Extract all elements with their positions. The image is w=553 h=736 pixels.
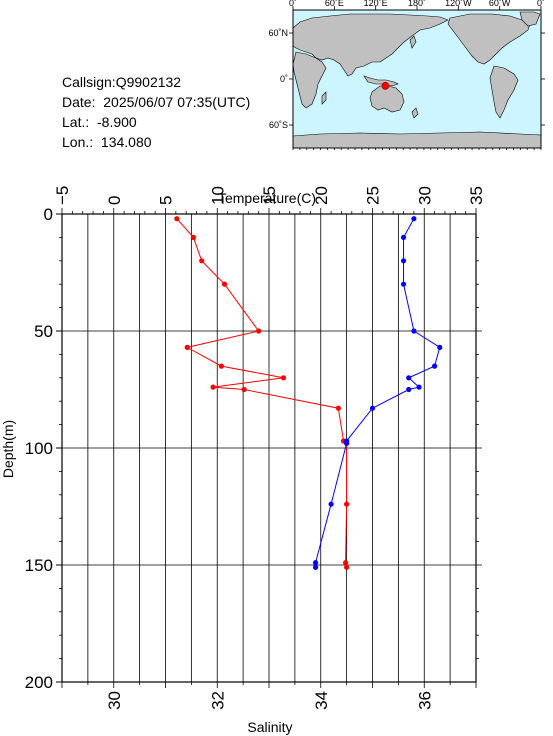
date-text: Date: 2025/06/07 07:35(UTC) (62, 94, 251, 110)
temperature-data-point (344, 564, 350, 570)
salinity-data-point (344, 440, 350, 446)
temperature-tick-label: 5 (157, 196, 176, 205)
temperature-tick-label: 20 (312, 186, 331, 205)
depth-tick-label: 50 (34, 322, 53, 341)
chart-grid (56, 208, 482, 688)
chart-series (174, 216, 443, 570)
salinity-data-point (344, 438, 350, 444)
station-info: Callsign:Q9902132 Date: 2025/06/07 07:35… (62, 72, 250, 152)
salinity-data-point (400, 234, 407, 240)
world-map: 0˚ 60˚E 120˚E 180˚ 120˚W 60˚W 0˚ 60˚N 0˚ 60˚S (268, 0, 545, 150)
depth-tick-label: 150 (25, 556, 53, 575)
temperature-tick-label: 25 (364, 186, 383, 205)
salinity-data-point (312, 560, 319, 566)
temperature-data-point (340, 438, 347, 444)
map-lon-tick-label: 0˚ (289, 0, 297, 8)
map-land (292, 11, 542, 149)
depth-tick-label: 200 (25, 673, 53, 692)
temperature-data-point (184, 344, 190, 350)
salinity-data-point (406, 386, 412, 393)
map-lat-tick-label: 0˚ (280, 74, 288, 84)
temperature-data-point (344, 440, 350, 446)
temperature-data-point (218, 363, 224, 369)
temperature-data-point (221, 281, 228, 287)
temperature-data-point (256, 328, 262, 334)
salinity-axis-label: Salinity (247, 719, 292, 735)
temperature-data-point (280, 375, 287, 381)
salinity-tick-label: 30 (105, 691, 124, 710)
temperature-data-point (174, 216, 180, 222)
salinity-data-point (406, 375, 412, 381)
salinity-tick-label: 36 (415, 691, 434, 710)
map-lon-tick-label: 120˚E (364, 0, 388, 8)
map-lon-tick-label: 60˚W (489, 0, 511, 8)
map-lon-tick-label: 0˚ (537, 0, 545, 8)
salinity-tick-label: 32 (208, 691, 227, 710)
depth-axis-label: Depth(m) (0, 420, 16, 478)
temperature-tick-label: 10 (208, 186, 227, 205)
salinity-data-point (411, 328, 417, 334)
map-lon-tick-label: 180˚ (408, 0, 426, 8)
salinity-data-point (411, 216, 417, 222)
temperature-tick-label: −5 (53, 186, 72, 205)
salinity-data-point (400, 258, 407, 264)
salinity-data-point (312, 564, 319, 570)
salinity-data-point (400, 281, 407, 287)
temperature-data-point (335, 405, 341, 411)
salinity-data-point (416, 384, 422, 390)
temperature-data-point (241, 386, 247, 393)
temperature-profile-line (176, 218, 348, 568)
salinity-data-point (328, 501, 334, 507)
callsign-text: Callsign:Q9902132 (62, 74, 182, 90)
temperature-tick-label: 35 (467, 186, 486, 205)
depth-tick-label: 100 (25, 439, 53, 458)
temperature-tick-label: 0 (105, 196, 124, 205)
temperature-tick-label: 15 (260, 186, 279, 205)
map-lat-tick-label: 60˚S (269, 120, 288, 130)
salinity-data-point (437, 344, 443, 350)
temperature-axis-label: Temperature(C) (218, 190, 316, 206)
latitude-text: Lat.: -8.900 (62, 114, 137, 130)
map-ticks (289, 6, 545, 150)
longitude-text: Lon.: 134.080 (62, 134, 152, 150)
map-lon-tick-label: 120˚W (445, 0, 472, 8)
map-lon-tick-label: 60˚E (325, 0, 344, 8)
salinity-profile-line (315, 218, 441, 568)
salinity-tick-label: 34 (312, 691, 331, 710)
temperature-data-point (342, 560, 349, 566)
temperature-data-point (210, 384, 216, 390)
salinity-data-point (369, 405, 376, 411)
temperature-tick-label: 30 (415, 186, 434, 205)
temperature-data-point (344, 501, 350, 507)
temperature-data-point (190, 234, 197, 240)
station-marker (381, 81, 390, 90)
depth-tick-label: 0 (44, 205, 53, 224)
map-lat-tick-label: 60˚N (268, 28, 288, 38)
salinity-data-point (432, 363, 438, 369)
temperature-data-point (199, 258, 205, 264)
plot-frame (61, 213, 477, 683)
